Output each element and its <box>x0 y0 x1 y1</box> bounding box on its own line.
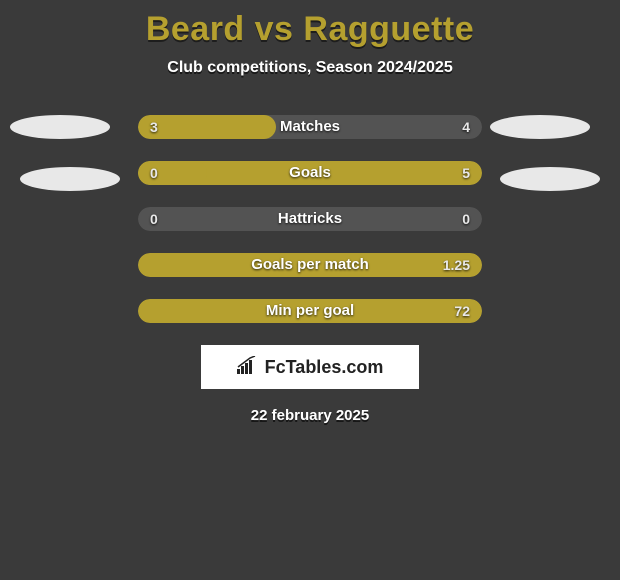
bar-left <box>138 161 207 185</box>
page-subtitle: Club competitions, Season 2024/2025 <box>0 59 620 77</box>
stat-row: Goals per match1.25 <box>138 253 482 277</box>
stat-row: Min per goal72 <box>138 299 482 323</box>
stat-row: Matches34 <box>138 115 482 139</box>
bar-left <box>138 115 276 139</box>
branding-box: FcTables.com <box>201 345 419 389</box>
stats-container: Matches34 Goals05 Hattricks00 Goals per mat… <box>0 115 620 323</box>
stat-row: Hattricks00 <box>138 207 482 231</box>
stats-content: Matches34 Goals05 Hattricks00 Goals per mat… <box>0 115 620 323</box>
date-text: 22 february 2025 <box>0 407 620 424</box>
bar-right <box>138 299 482 323</box>
branding-text: FcTables.com <box>265 357 384 378</box>
chart-icon <box>237 356 257 379</box>
page-title: Beard vs Ragguette <box>0 0 620 49</box>
decorative-ellipse <box>20 167 120 191</box>
bar-right <box>138 253 482 277</box>
decorative-ellipse <box>490 115 590 139</box>
stat-row: Goals05 <box>138 161 482 185</box>
decorative-ellipse <box>10 115 110 139</box>
decorative-ellipse <box>500 167 600 191</box>
bar-track <box>138 207 482 231</box>
